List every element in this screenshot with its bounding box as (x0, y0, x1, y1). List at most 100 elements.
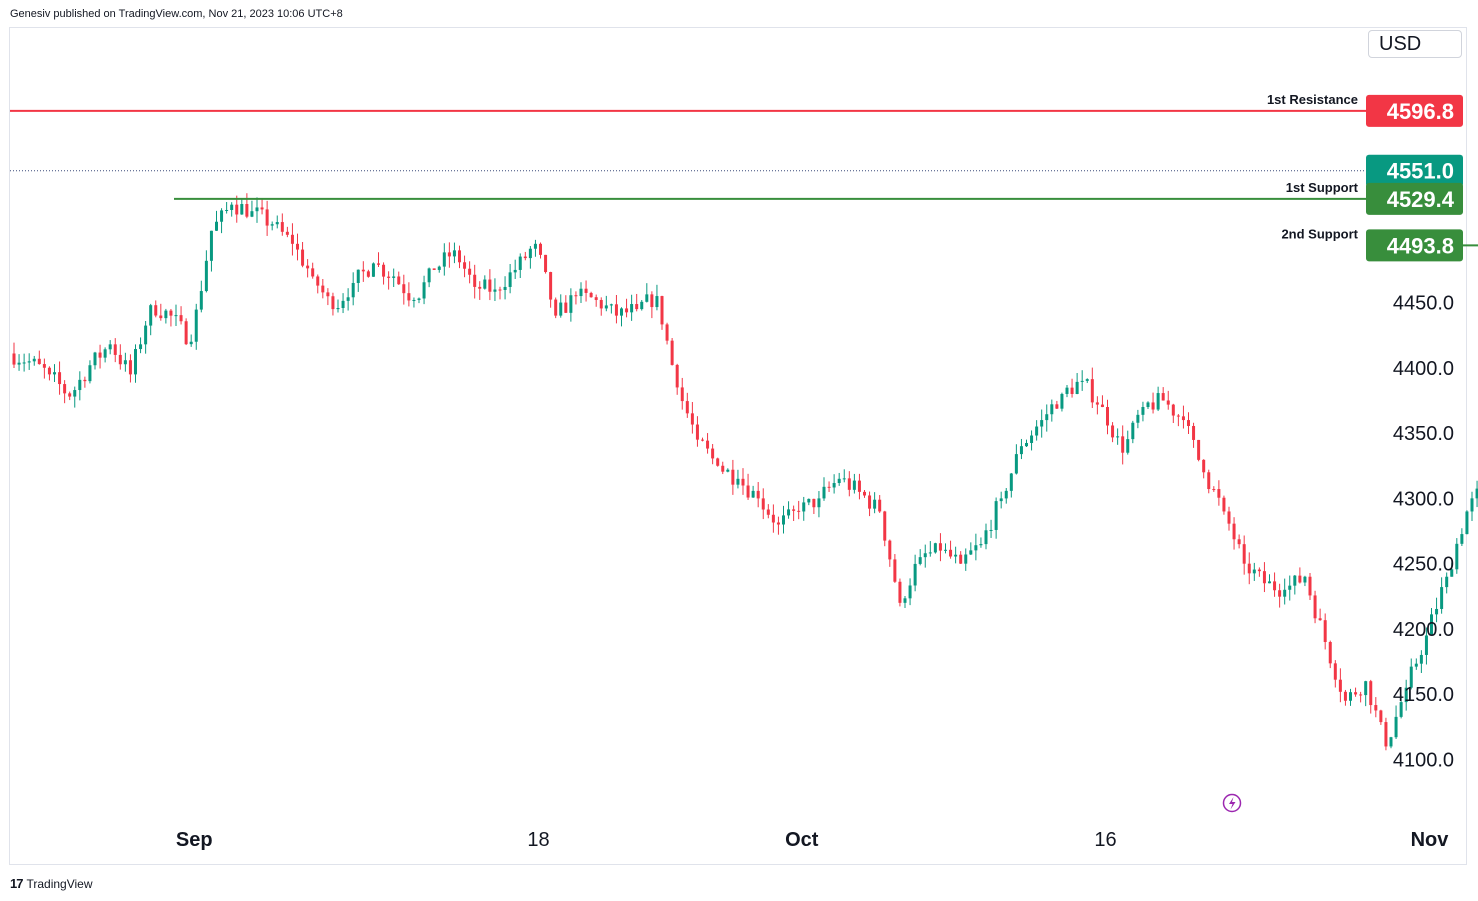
candle-body[interactable] (255, 207, 259, 212)
candle-body[interactable] (1369, 681, 1373, 706)
candle-body[interactable] (316, 276, 320, 286)
candle-body[interactable] (933, 543, 937, 553)
candle-body[interactable] (412, 299, 416, 301)
candle-body[interactable] (1166, 400, 1170, 405)
candle-body[interactable] (539, 243, 542, 255)
candle-body[interactable] (1090, 379, 1094, 403)
candle-body[interactable] (1460, 534, 1464, 544)
candle-body[interactable] (260, 207, 264, 210)
candle-body[interactable] (1131, 422, 1135, 440)
candle-body[interactable] (695, 424, 699, 440)
candle-body[interactable] (1146, 402, 1150, 408)
candle-body[interactable] (913, 563, 917, 586)
candle-body[interactable] (999, 498, 1003, 502)
candle-body[interactable] (1171, 404, 1175, 416)
candle-body[interactable] (199, 291, 203, 310)
candle-body[interactable] (498, 289, 502, 291)
candle-body[interactable] (1009, 473, 1013, 491)
candle-body[interactable] (1080, 380, 1084, 382)
candle-body[interactable] (594, 297, 598, 300)
candle-body[interactable] (1364, 681, 1368, 696)
candle-body[interactable] (508, 272, 512, 287)
candle-body[interactable] (240, 204, 244, 215)
candle-body[interactable] (341, 300, 345, 309)
candle-body[interactable] (452, 250, 456, 257)
candle-body[interactable] (1273, 581, 1277, 591)
candle-body[interactable] (164, 310, 168, 319)
candle-body[interactable] (1192, 425, 1196, 440)
candle-body[interactable] (949, 549, 953, 557)
candle-body[interactable] (1257, 569, 1261, 572)
candle-body[interactable] (842, 478, 846, 480)
candle-body[interactable] (159, 315, 163, 319)
candle-body[interactable] (468, 268, 472, 275)
candle-body[interactable] (1045, 414, 1049, 421)
candle-body[interactable] (346, 297, 350, 301)
candle-body[interactable] (1475, 488, 1478, 499)
candle-body[interactable] (189, 341, 193, 345)
candle-body[interactable] (741, 478, 745, 486)
candle-body[interactable] (321, 285, 325, 293)
candle-body[interactable] (118, 354, 122, 365)
candle-body[interactable] (797, 510, 801, 512)
candle-body[interactable] (1349, 692, 1352, 701)
candle-body[interactable] (427, 268, 431, 283)
candle-body[interactable] (984, 530, 988, 545)
candle-body[interactable] (275, 222, 279, 225)
candle-body[interactable] (974, 545, 978, 551)
candle-body[interactable] (42, 364, 46, 368)
candle-body[interactable] (873, 499, 877, 509)
candle-body[interactable] (807, 498, 811, 503)
candle-body[interactable] (245, 204, 249, 217)
candle-body[interactable] (1222, 497, 1226, 512)
candle-body[interactable] (584, 288, 588, 293)
candle-body[interactable] (139, 344, 143, 350)
candle-body[interactable] (1440, 587, 1444, 609)
candle-body[interactable] (194, 309, 198, 342)
candle-body[interactable] (969, 550, 973, 555)
candle-body[interactable] (1328, 642, 1332, 664)
candle-body[interactable] (1409, 666, 1413, 688)
candle-body[interactable] (1450, 569, 1454, 577)
candle-body[interactable] (837, 478, 841, 484)
candle-body[interactable] (938, 543, 942, 551)
candle-body[interactable] (726, 469, 730, 472)
candle-body[interactable] (1070, 387, 1074, 394)
candle-body[interactable] (17, 362, 21, 365)
candle-body[interactable] (852, 480, 856, 490)
candle-body[interactable] (1136, 414, 1140, 423)
candle-body[interactable] (802, 502, 806, 512)
candle-body[interactable] (620, 308, 623, 316)
candle-body[interactable] (599, 299, 603, 309)
candle-body[interactable] (817, 498, 821, 508)
candle-body[interactable] (756, 490, 760, 499)
candle-body[interactable] (776, 522, 780, 525)
candle-body[interactable] (1374, 705, 1378, 711)
candle-body[interactable] (1419, 654, 1423, 664)
candle-body[interactable] (787, 509, 791, 516)
candle-body[interactable] (1025, 442, 1028, 447)
candle-body[interactable] (174, 315, 178, 317)
candle-body[interactable] (47, 367, 51, 375)
candle-body[interactable] (1430, 614, 1433, 636)
candle-body[interactable] (1176, 415, 1180, 417)
candle-body[interactable] (1354, 692, 1358, 695)
candle-body[interactable] (868, 495, 872, 509)
candle-body[interactable] (32, 358, 36, 362)
candle-body[interactable] (204, 260, 208, 292)
candle-body[interactable] (893, 559, 897, 582)
candle-body[interactable] (706, 440, 710, 449)
candle-body[interactable] (923, 553, 927, 558)
candle-body[interactable] (311, 268, 315, 277)
candle-body[interactable] (680, 387, 684, 402)
candle-body[interactable] (625, 308, 629, 313)
candle-body[interactable] (716, 458, 720, 466)
candle-body[interactable] (1207, 472, 1211, 490)
candle-body[interactable] (1343, 691, 1347, 701)
candle-body[interactable] (1181, 416, 1185, 421)
candle-body[interactable] (397, 276, 401, 285)
candle-body[interactable] (609, 304, 613, 306)
candle-body[interactable] (1465, 511, 1469, 535)
candle-body[interactable] (1268, 581, 1271, 584)
